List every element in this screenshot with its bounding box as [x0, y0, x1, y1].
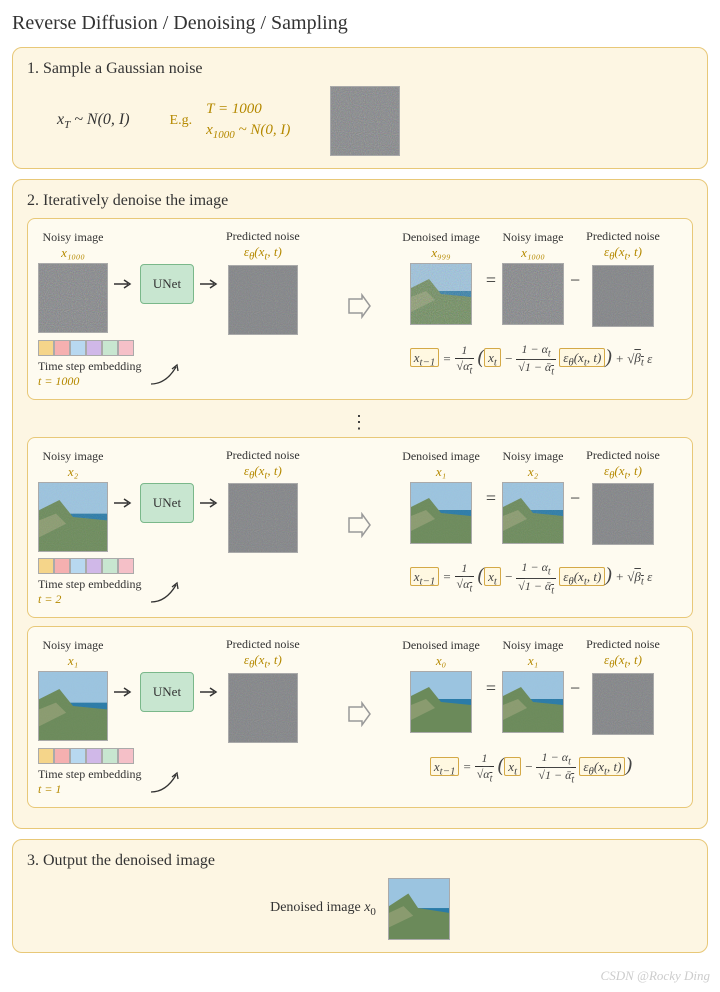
big-arrow-icon [346, 293, 372, 319]
noisy-input-col: Noisy image x₂ [38, 449, 108, 557]
noisy-col-right: Noisy image x₂ [502, 449, 564, 549]
predicted-noise-col: Predicted noise εθ(xt, t) [226, 229, 300, 340]
minus-op: − [566, 488, 584, 509]
embedding-cell [86, 558, 102, 574]
predicted-noise-col: Predicted noise εθ(xt, t) [226, 637, 300, 748]
time-step-value: t = 2 [38, 592, 142, 607]
time-step-value: t = 1000 [38, 374, 142, 389]
denoise-step-0: Noisy image x₁₀₀₀ UNet Predicted noise [27, 218, 693, 400]
embedding-cell [54, 558, 70, 574]
arrow-icon [114, 278, 134, 290]
embedding-cell [70, 558, 86, 574]
time-embedding [38, 748, 142, 764]
embedding-cell [38, 748, 54, 764]
section-2-heading: 2. Iteratively denoise the image [27, 192, 693, 210]
denoise-formula: xt−1 = 1√αt (xt − 1 − αt√1 − ᾱt εθ(xt, t… [380, 342, 682, 378]
section-3: 3. Output the denoised image Denoised im… [12, 839, 708, 953]
equals-op: = [482, 678, 500, 699]
curved-arrow-icon [146, 767, 186, 797]
minus-op: − [566, 678, 584, 699]
embedding-cell [38, 558, 54, 574]
predicted-col-right: Predicted noise εθ(xt, t) [586, 229, 660, 332]
page-title: Reverse Diffusion / Denoising / Sampling [12, 12, 708, 35]
watermark: CSDN @Rocky Ding [601, 968, 710, 984]
denoise-step-2: Noisy image x₁ UNet Predicted noi [27, 626, 693, 808]
time-embedding-label: Time step embedding [38, 767, 142, 782]
embedding-cell [54, 340, 70, 356]
embedding-cell [118, 558, 134, 574]
time-embedding-label: Time step embedding [38, 359, 142, 374]
equals-op: = [482, 270, 500, 291]
denoise-step-1: Noisy image x₂ UNet Predicted noi [27, 437, 693, 619]
embedding-cell [38, 340, 54, 356]
arrow-icon [114, 686, 134, 698]
noisy-input-col: Noisy image x₁₀₀₀ [38, 230, 108, 338]
embedding-cell [102, 558, 118, 574]
embedding-cell [118, 340, 134, 356]
denoised-col: Denoised image x₁ [402, 449, 480, 549]
time-embedding [38, 558, 142, 574]
section-2: 2. Iteratively denoise the image Noisy i… [12, 179, 708, 829]
predicted-col-right: Predicted noise εθ(xt, t) [586, 448, 660, 551]
arrow-icon [200, 686, 220, 698]
section-1-heading: 1. Sample a Gaussian noise [27, 60, 693, 78]
denoised-output-label: Denoised image x0 [270, 900, 376, 918]
embedding-cell [70, 340, 86, 356]
embedding-cell [54, 748, 70, 764]
big-arrow-icon [346, 512, 372, 538]
eg-values: T = 1000 x1000 ~ N(0, I) [206, 99, 290, 143]
curved-arrow-icon [146, 359, 186, 389]
gaussian-formula: xT ~ N(0, I) [57, 111, 130, 131]
unet-block: UNet [140, 672, 194, 712]
unet-block: UNet [140, 483, 194, 523]
denoise-formula: xt−1 = 1√αt (xt − 1 − αt√1 − ᾱt εθ(xt, t… [380, 750, 682, 786]
predicted-noise-col: Predicted noise εθ(xt, t) [226, 448, 300, 559]
embedding-cell [86, 340, 102, 356]
time-step-value: t = 1 [38, 782, 142, 797]
section-3-heading: 3. Output the denoised image [27, 852, 693, 870]
predicted-col-right: Predicted noise εθ(xt, t) [586, 637, 660, 740]
denoise-formula: xt−1 = 1√αt (xt − 1 − αt√1 − ᾱt εθ(xt, t… [380, 560, 682, 596]
curved-arrow-icon [146, 577, 186, 607]
ellipsis: ⋮ [27, 408, 693, 437]
embedding-cell [86, 748, 102, 764]
denoised-col: Denoised image x₉₉₉ [402, 230, 480, 330]
embedding-cell [70, 748, 86, 764]
time-embedding [38, 340, 142, 356]
noisy-input-col: Noisy image x₁ [38, 638, 108, 746]
equals-op: = [482, 488, 500, 509]
section-1: 1. Sample a Gaussian noise xT ~ N(0, I) … [12, 47, 708, 169]
embedding-cell [102, 340, 118, 356]
noisy-col-right: Noisy image x₁ [502, 638, 564, 738]
final-output-image [388, 878, 450, 940]
arrow-icon [114, 497, 134, 509]
big-arrow-icon [346, 701, 372, 727]
minus-op: − [566, 270, 584, 291]
denoised-col: Denoised image x₀ [402, 638, 480, 738]
noise-sample-image [330, 86, 400, 156]
time-embedding-label: Time step embedding [38, 577, 142, 592]
arrow-icon [200, 497, 220, 509]
arrow-icon [200, 278, 220, 290]
eg-label: E.g. [170, 113, 193, 129]
unet-block: UNet [140, 264, 194, 304]
embedding-cell [118, 748, 134, 764]
noisy-col-right: Noisy image x₁₀₀₀ [502, 230, 564, 330]
embedding-cell [102, 748, 118, 764]
